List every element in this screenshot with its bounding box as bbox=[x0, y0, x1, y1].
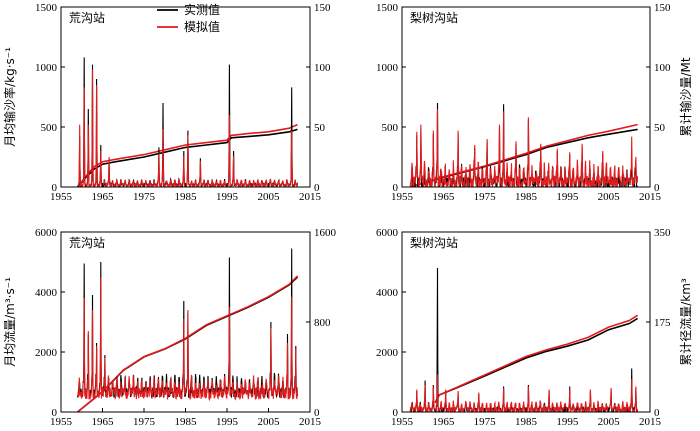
y-tick-label: 0 bbox=[52, 407, 58, 419]
x-tick-label: 1965 bbox=[92, 191, 115, 203]
y2-axis-label: 累计径流量/km³ bbox=[679, 278, 693, 366]
series-line-2 bbox=[409, 108, 639, 187]
y2-tick-label: 800 bbox=[314, 317, 331, 329]
series-line-2 bbox=[77, 69, 298, 187]
y-tick-label: 1000 bbox=[35, 62, 58, 74]
legend-label: 实测值 bbox=[184, 2, 220, 17]
x-tick-label: 1955 bbox=[391, 191, 414, 203]
x-tick-label: 1995 bbox=[556, 416, 579, 428]
x-tick-label: 2015 bbox=[639, 191, 662, 203]
plot-area bbox=[77, 248, 299, 412]
series-line-2 bbox=[77, 276, 299, 402]
plot-area bbox=[409, 267, 639, 412]
y-tick-label: 1500 bbox=[35, 2, 58, 14]
x-tick-label: 1975 bbox=[133, 416, 156, 428]
y-tick-label: 500 bbox=[41, 122, 58, 134]
y2-tick-label: 100 bbox=[654, 62, 671, 74]
x-tick-label: 1985 bbox=[175, 191, 198, 203]
y2-tick-label: 50 bbox=[314, 122, 326, 134]
legend-label: 模拟值 bbox=[184, 19, 220, 34]
x-tick-label: 1975 bbox=[474, 191, 497, 203]
plot-frame bbox=[60, 231, 311, 413]
y2-tick-label: 1600 bbox=[314, 227, 337, 239]
y2-tick-label: 150 bbox=[654, 2, 671, 14]
y2-tick-label: 50 bbox=[654, 122, 666, 134]
y-axis-label: 月均流量/m³·s⁻¹ bbox=[3, 277, 17, 367]
y-tick-label: 2000 bbox=[376, 347, 399, 359]
x-tick-label: 1975 bbox=[133, 191, 156, 203]
x-tick-label: 1955 bbox=[50, 416, 73, 428]
x-tick-label: 1965 bbox=[432, 191, 455, 203]
y-tick-label: 2000 bbox=[35, 347, 58, 359]
y-axis-label: 月均输沙率/kg·s⁻¹ bbox=[2, 47, 17, 147]
plot-area bbox=[409, 102, 639, 187]
x-tick-label: 2005 bbox=[598, 191, 621, 203]
x-tick-label: 2005 bbox=[598, 416, 621, 428]
y-tick-label: 6000 bbox=[376, 227, 399, 239]
y-tick-label: 500 bbox=[382, 122, 399, 134]
y2-tick-label: 350 bbox=[654, 227, 671, 239]
y-tick-label: 6000 bbox=[35, 227, 58, 239]
chart-panel-2: 1955 1965 1975 1985 1995 2005 2015050010001500… bbox=[376, 2, 693, 203]
y-tick-label: 4000 bbox=[35, 287, 58, 299]
series-line-2 bbox=[409, 374, 639, 412]
y2-tick-label: 100 bbox=[314, 62, 331, 74]
y2-tick-label: 0 bbox=[654, 407, 660, 419]
y-tick-label: 1000 bbox=[376, 62, 399, 74]
x-tick-label: 1965 bbox=[92, 416, 115, 428]
chart-panel-3: 1955 1965 1975 1985 1995 2005 2015020004000600… bbox=[3, 227, 337, 428]
series-line-4 bbox=[77, 275, 299, 412]
series-line-1 bbox=[409, 267, 639, 412]
y-tick-label: 1500 bbox=[376, 2, 399, 14]
y2-tick-label: 0 bbox=[314, 182, 320, 194]
y-tick-label: 4000 bbox=[376, 287, 399, 299]
y2-axis-label: 累计输沙量/Mt bbox=[678, 57, 693, 136]
x-tick-label: 1955 bbox=[391, 416, 414, 428]
x-tick-label: 1995 bbox=[216, 191, 239, 203]
y2-tick-label: 175 bbox=[654, 317, 671, 329]
series-line-3 bbox=[434, 317, 639, 404]
x-tick-label: 1995 bbox=[216, 416, 239, 428]
x-tick-label: 2015 bbox=[639, 416, 662, 428]
x-tick-label: 2005 bbox=[258, 416, 281, 428]
x-tick-label: 2015 bbox=[299, 191, 322, 203]
series-line-4 bbox=[434, 314, 639, 404]
x-tick-label: 1985 bbox=[515, 191, 538, 203]
x-tick-label: 1975 bbox=[474, 416, 497, 428]
y2-tick-label: 0 bbox=[654, 182, 660, 194]
y-tick-label: 0 bbox=[393, 407, 399, 419]
x-tick-label: 1955 bbox=[50, 191, 73, 203]
panel-title: 梨树沟站 bbox=[410, 10, 458, 25]
y2-tick-label: 0 bbox=[314, 407, 320, 419]
y-tick-label: 0 bbox=[393, 182, 399, 194]
x-tick-label: 1965 bbox=[432, 416, 455, 428]
chart-panel-4: 1955 1965 1975 1985 1995 2005 2015020004000600… bbox=[376, 227, 693, 428]
chart-panel-1: 1955 1965 1975 1985 1995 2005 2015050010001500… bbox=[2, 2, 331, 203]
x-tick-label: 2015 bbox=[299, 416, 322, 428]
plot-frame bbox=[401, 231, 651, 413]
panel-title: 荒沟站 bbox=[69, 236, 105, 250]
plot-area bbox=[76, 57, 299, 187]
plot-frame bbox=[401, 6, 651, 188]
x-tick-label: 1995 bbox=[556, 191, 579, 203]
y-tick-label: 0 bbox=[52, 182, 58, 194]
panel-title: 荒沟站 bbox=[69, 11, 105, 25]
x-tick-label: 1985 bbox=[515, 416, 538, 428]
plot-frame bbox=[60, 6, 311, 188]
x-tick-label: 1985 bbox=[175, 416, 198, 428]
x-tick-label: 2005 bbox=[258, 191, 281, 203]
panel-title: 梨树沟站 bbox=[410, 235, 458, 250]
y2-tick-label: 150 bbox=[314, 2, 331, 14]
